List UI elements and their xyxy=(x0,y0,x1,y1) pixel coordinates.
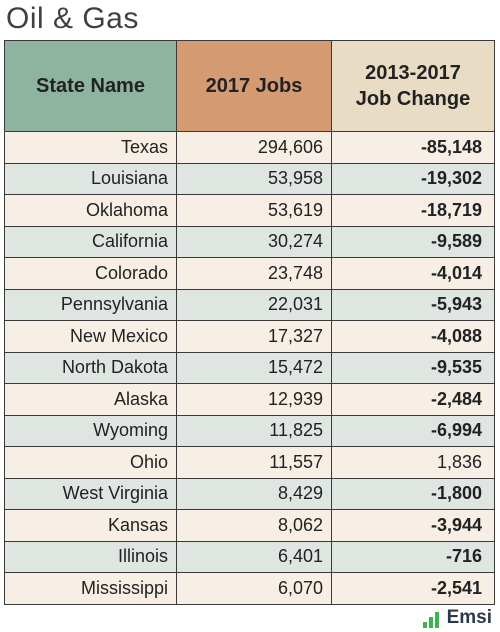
jobs-2017-cell: 8,062 xyxy=(176,509,332,542)
jobs-2017-cell: 11,825 xyxy=(176,414,332,447)
logo-text: Emsi xyxy=(446,607,492,628)
table-row: Colorado 23,748 -4,014 xyxy=(4,257,495,290)
job-change-cell: -1,800 xyxy=(331,477,495,510)
table-row: Texas 294,606 -85,148 xyxy=(4,131,495,164)
jobs-2017-cell: 12,939 xyxy=(176,383,332,416)
table-row: North Dakota 15,472 -9,535 xyxy=(4,351,495,384)
jobs-2017-cell: 15,472 xyxy=(176,351,332,384)
state-name-cell: Kansas xyxy=(4,509,177,542)
state-name-cell: Mississippi xyxy=(4,572,177,605)
job-change-cell: -4,088 xyxy=(331,320,495,353)
job-change-cell: -9,535 xyxy=(331,351,495,384)
job-change-cell: -85,148 xyxy=(331,131,495,164)
table-row: New Mexico 17,327 -4,088 xyxy=(4,320,495,353)
state-name-cell: Oklahoma xyxy=(4,194,177,227)
state-name-cell: California xyxy=(4,225,177,258)
table-row: Illinois 6,401 -716 xyxy=(4,540,495,573)
table-row: Mississippi 6,070 -2,541 xyxy=(4,572,495,605)
state-name-cell: Wyoming xyxy=(4,414,177,447)
jobs-2017-cell: 30,274 xyxy=(176,225,332,258)
table-row: West Virginia 8,429 -1,800 xyxy=(4,477,495,510)
table-row: Louisiana 53,958 -19,302 xyxy=(4,162,495,195)
state-name-cell: Pennsylvania xyxy=(4,288,177,321)
state-name-cell: Ohio xyxy=(4,446,177,479)
column-header-change-text: 2013-2017 Job Change xyxy=(355,62,471,110)
job-change-cell: -18,719 xyxy=(331,194,495,227)
jobs-2017-cell: 8,429 xyxy=(176,477,332,510)
job-change-cell: -2,541 xyxy=(331,572,495,605)
job-change-cell: -3,944 xyxy=(331,509,495,542)
state-name-cell: New Mexico xyxy=(4,320,177,353)
jobs-2017-cell: 53,619 xyxy=(176,194,332,227)
table-row: Alaska 12,939 -2,484 xyxy=(4,383,495,416)
bar-chart-icon xyxy=(422,612,439,628)
job-change-cell: -2,484 xyxy=(331,383,495,416)
jobs-2017-cell: 22,031 xyxy=(176,288,332,321)
jobs-table: State Name 2017 Jobs 2013-2017 Job Chang… xyxy=(4,40,495,605)
state-name-cell: Alaska xyxy=(4,383,177,416)
job-change-cell: -6,994 xyxy=(331,414,495,447)
state-name-cell: Texas xyxy=(4,131,177,164)
jobs-2017-cell: 6,070 xyxy=(176,572,332,605)
column-header-jobs: 2017 Jobs xyxy=(176,40,332,132)
table-row: Pennsylvania 22,031 -5,943 xyxy=(4,288,495,321)
job-change-cell: -9,589 xyxy=(331,225,495,258)
table-header-row: State Name 2017 Jobs 2013-2017 Job Chang… xyxy=(4,40,495,132)
job-change-cell: 1,836 xyxy=(331,446,495,479)
state-name-cell: Colorado xyxy=(4,257,177,290)
emsi-logo: Emsi xyxy=(422,607,492,628)
page-title: Oil & Gas xyxy=(6,2,139,35)
job-change-cell: -19,302 xyxy=(331,162,495,195)
job-change-cell: -5,943 xyxy=(331,288,495,321)
table-row: Oklahoma 53,619 -18,719 xyxy=(4,194,495,227)
column-header-change: 2013-2017 Job Change xyxy=(331,40,495,132)
job-change-cell: -4,014 xyxy=(331,257,495,290)
column-header-state: State Name xyxy=(4,40,177,132)
state-name-cell: Illinois xyxy=(4,540,177,573)
jobs-2017-cell: 23,748 xyxy=(176,257,332,290)
table-row: Ohio 11,557 1,836 xyxy=(4,446,495,479)
table-row: Wyoming 11,825 -6,994 xyxy=(4,414,495,447)
jobs-2017-cell: 17,327 xyxy=(176,320,332,353)
jobs-2017-cell: 294,606 xyxy=(176,131,332,164)
state-name-cell: North Dakota xyxy=(4,351,177,384)
job-change-cell: -716 xyxy=(331,540,495,573)
state-name-cell: West Virginia xyxy=(4,477,177,510)
state-name-cell: Louisiana xyxy=(4,162,177,195)
jobs-2017-cell: 6,401 xyxy=(176,540,332,573)
jobs-2017-cell: 53,958 xyxy=(176,162,332,195)
table-row: Kansas 8,062 -3,944 xyxy=(4,509,495,542)
table-row: California 30,274 -9,589 xyxy=(4,225,495,258)
jobs-2017-cell: 11,557 xyxy=(176,446,332,479)
table-body: Texas 294,606 -85,148 Louisiana 53,958 -19,30… xyxy=(4,131,495,605)
